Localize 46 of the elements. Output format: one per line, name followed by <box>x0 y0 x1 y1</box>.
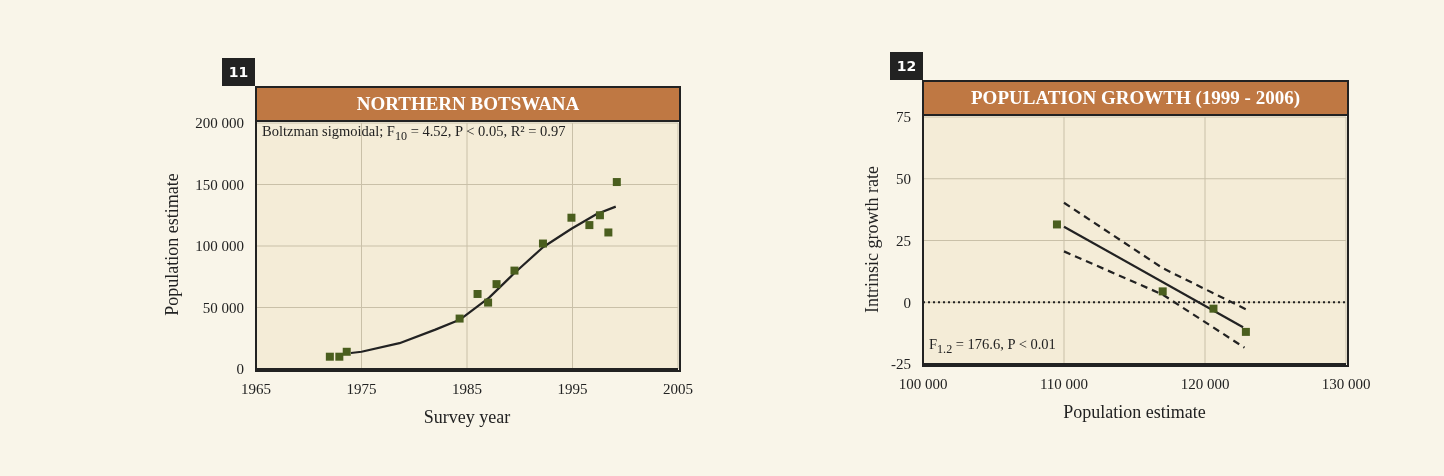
point <box>484 298 493 307</box>
y-tick-label: 0 <box>903 294 911 311</box>
text: 11 <box>222 58 255 86</box>
point <box>538 239 547 248</box>
x-tick-label: 120 000 <box>1180 375 1230 392</box>
y-axis-title: Population estimate <box>161 172 183 318</box>
chart-title: NORTHERN BOTSWANA <box>255 86 681 122</box>
point <box>612 178 621 187</box>
x-tick-label: 1965 <box>241 380 271 397</box>
point <box>1052 220 1061 229</box>
chart-title: POPULATION GROWTH (1999 - 2006) <box>922 80 1349 116</box>
y-tick-label: 150 000 <box>195 176 244 193</box>
x-tick-label: 1995 <box>557 380 588 397</box>
point <box>595 211 604 220</box>
x-axis-title: Survey year <box>422 407 512 428</box>
point <box>335 352 344 361</box>
point <box>1209 304 1218 313</box>
point <box>342 347 351 356</box>
annotation: F$_{1.2}$ = 176.6, P < 0.01 <box>929 336 1056 357</box>
x-tick-label: 110 000 <box>1039 375 1089 392</box>
point <box>604 228 613 237</box>
point <box>473 289 482 298</box>
x-tick-label: 1985 <box>452 380 482 397</box>
x-tick-label: 130 000 <box>1321 375 1371 392</box>
y-tick-label: 200 000 <box>195 115 244 132</box>
y-tick-label: 100 000 <box>195 238 244 255</box>
y-tick-label: 50 000 <box>202 299 244 316</box>
point <box>455 314 464 323</box>
y-tick-label: -25 <box>891 356 911 373</box>
annotation: Boltzman sigmoidal; F$_{10}$ = 4.52, P < 0.05, R² = 0.97 <box>262 123 566 144</box>
point <box>1158 287 1167 296</box>
x-tick-label: 1975 <box>346 380 377 397</box>
point <box>567 213 576 222</box>
text: 12 <box>890 52 923 80</box>
x-axis-title: Population estimate <box>1062 402 1207 423</box>
y-axis-title: Intrinsic growth rate <box>861 164 883 315</box>
point <box>492 280 501 289</box>
y-tick-label: 75 <box>896 109 911 126</box>
y-tick-label: 0 <box>236 361 244 378</box>
point <box>585 221 594 230</box>
y-tick-label: 25 <box>896 232 911 249</box>
x-tick-label: 2005 <box>663 380 693 397</box>
point <box>510 266 519 275</box>
point <box>1241 327 1250 336</box>
y-tick-label: 50 <box>896 171 911 188</box>
point <box>325 352 334 361</box>
